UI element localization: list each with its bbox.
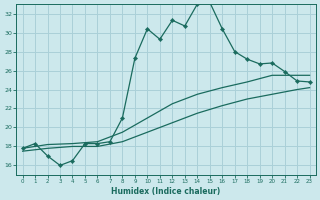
X-axis label: Humidex (Indice chaleur): Humidex (Indice chaleur) (111, 187, 221, 196)
